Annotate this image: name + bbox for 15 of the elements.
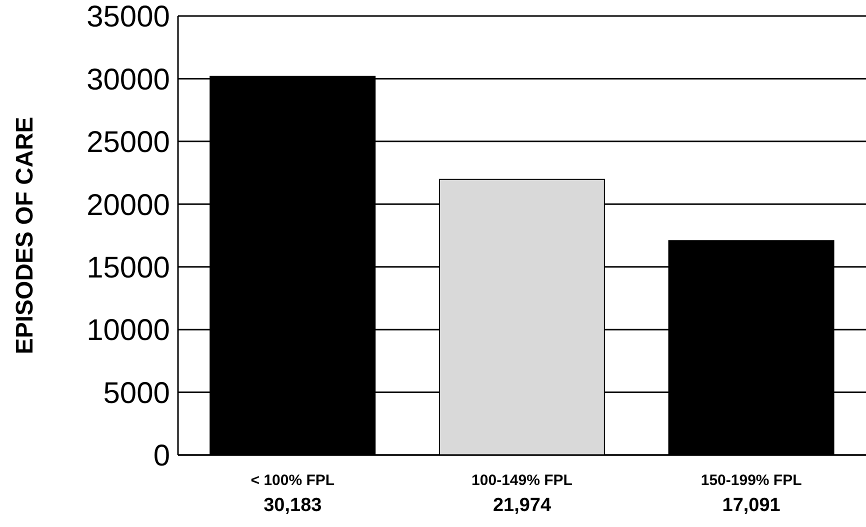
y-tick-label: 30000 [86,63,170,96]
y-tick-label: 20000 [86,188,170,222]
x-tick-label: 150-199% FPL [700,472,802,489]
y-tick-label: 15000 [86,252,170,285]
y-tick-label: 35000 [86,0,170,34]
data-label: 30,183 [264,495,322,516]
y-tick-label: 0 [153,440,170,473]
y-axis-title: EPISODES OF CARE [12,116,39,354]
x-tick-label: 100-149% FPL [472,472,572,489]
y-tick-label: 10000 [86,314,170,348]
data-label: 21,974 [492,495,552,516]
y-tick-label: 5000 [103,376,170,410]
data-label: 17,091 [722,495,781,516]
y-tick-label: 25000 [86,126,170,160]
x-tick-label: < 100% FPL [250,472,335,489]
